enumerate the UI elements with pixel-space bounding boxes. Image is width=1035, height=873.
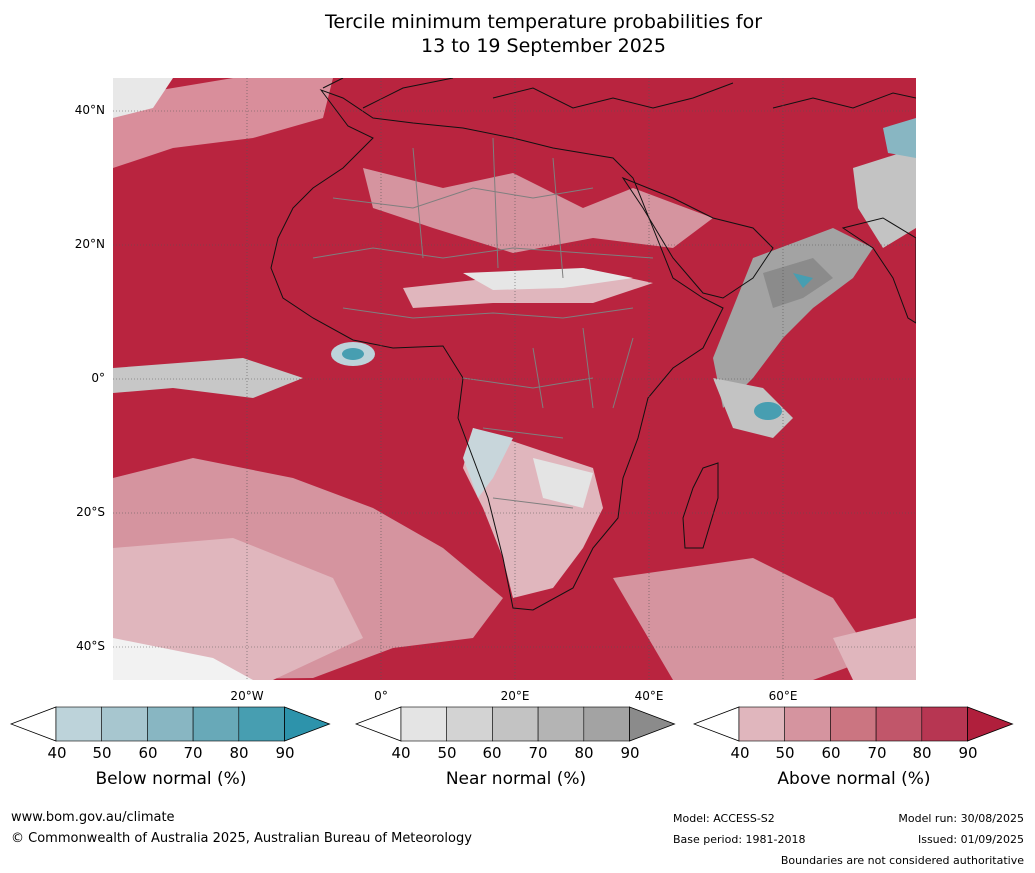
colorbar-swatch	[738, 706, 786, 742]
above-normal-colorbar	[693, 706, 1014, 742]
tick: 50	[92, 744, 112, 762]
lon-label-40e: 40°E	[634, 689, 664, 703]
tick: 80	[574, 744, 594, 762]
tick: 40	[391, 744, 411, 762]
title-line-2: 13 to 19 September 2025	[421, 35, 666, 57]
colorbar-extend-low	[355, 706, 402, 742]
coastline-africa	[270, 88, 724, 611]
tick: 80	[912, 744, 932, 762]
tick: 90	[620, 744, 640, 762]
colorbar-swatch	[921, 706, 968, 742]
colorbar-extend-high	[284, 706, 331, 742]
colorbar-swatch	[147, 706, 194, 742]
near-normal-swatches	[355, 706, 676, 742]
tick: 60	[138, 744, 158, 762]
model-name: Model: ACCESS-S2	[673, 812, 775, 825]
colorbar-swatch	[446, 706, 493, 742]
light-region-north	[113, 78, 333, 168]
boundary-disclaimer: Boundaries are not considered authoritat…	[780, 854, 1024, 867]
map-title: Tercile minimum temperature probabilitie…	[0, 10, 1035, 58]
website-link[interactable]: www.bom.gov.au/climate	[11, 810, 175, 825]
colorbar-swatch	[55, 706, 103, 742]
tick: 70	[183, 744, 203, 762]
lat-label-20s: 20°S	[76, 505, 105, 519]
tick: 50	[437, 744, 457, 762]
colorbar-swatch	[830, 706, 877, 742]
above-normal-swatches	[693, 706, 1014, 742]
country-borders	[312, 137, 654, 509]
coastline-madagascar	[682, 462, 719, 549]
below-normal-swatches	[10, 706, 331, 742]
tick: 40	[47, 744, 67, 762]
colorbar-swatch	[400, 706, 448, 742]
below-normal-colorbar	[10, 706, 331, 742]
lat-label-0: 0°	[91, 371, 105, 385]
colorbar-extend-high	[629, 706, 676, 742]
colorbar-swatch	[238, 706, 285, 742]
near-normal-title: Near normal (%)	[445, 769, 587, 789]
title-line-1: Tercile minimum temperature probabilitie…	[324, 11, 763, 33]
colorbar-swatch	[492, 706, 539, 742]
colorbar-extend-high	[967, 706, 1014, 742]
arabian-sea-patch	[713, 228, 873, 408]
colorbar-extend-low	[693, 706, 740, 742]
coastline-india	[841, 217, 916, 324]
above-normal-title: Above normal (%)	[777, 769, 931, 789]
base-period: Base period: 1981-2018	[673, 833, 806, 846]
tick: 90	[958, 744, 978, 762]
tick: 70	[867, 744, 887, 762]
tick: 90	[275, 744, 295, 762]
lat-label-40s: 40°S	[76, 639, 105, 653]
colorbar-swatch	[875, 706, 923, 742]
below-normal-title: Below normal (%)	[95, 769, 247, 789]
tick: 70	[528, 744, 548, 762]
colorbar-extend-low	[10, 706, 57, 742]
tick: 40	[730, 744, 750, 762]
tick: 60	[821, 744, 841, 762]
lon-label-20w: 20°W	[230, 689, 264, 703]
near-normal-colorbar	[355, 706, 676, 742]
lon-label-20e: 20°E	[500, 689, 530, 703]
probability-map	[113, 78, 916, 680]
colorbar-swatch	[192, 706, 240, 742]
lon-label-60e: 60°E	[768, 689, 798, 703]
lat-label-40n: 40°N	[74, 103, 105, 117]
colorbar-swatch	[583, 706, 630, 742]
graticule	[113, 78, 916, 680]
colorbar-swatch	[784, 706, 831, 742]
lat-label-20n: 20°N	[74, 237, 105, 251]
copyright: © Commonwealth of Australia 2025, Austra…	[11, 831, 472, 846]
model-run: Model run: 30/08/2025	[898, 812, 1024, 825]
coastline-europe	[322, 78, 916, 109]
issued-date: Issued: 01/09/2025	[917, 833, 1024, 846]
coastline-arabia	[621, 176, 774, 299]
colorbar-swatch	[537, 706, 585, 742]
tick: 50	[775, 744, 795, 762]
colorbar-swatch	[101, 706, 148, 742]
lon-label-0: 0°	[374, 689, 388, 703]
tick: 60	[482, 744, 502, 762]
tick: 80	[229, 744, 249, 762]
